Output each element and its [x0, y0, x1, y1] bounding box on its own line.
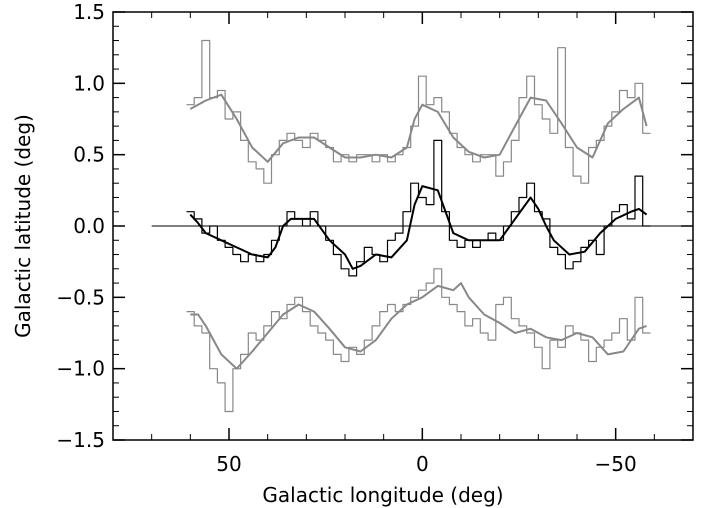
series-3-smooth-line — [189, 185, 648, 270]
series-4-histogram-line — [186, 268, 651, 413]
y-tick-label: 0.0 — [73, 214, 105, 238]
x-tick-label: −50 — [595, 452, 637, 476]
plot-area — [151, 39, 693, 413]
y-tick-label: 1.5 — [73, 0, 105, 24]
x-tick-label: 50 — [216, 452, 241, 476]
series-0-histogram-line — [186, 39, 651, 184]
y-tick-label: 0.5 — [73, 143, 105, 167]
y-tick-label: −1.5 — [56, 428, 105, 452]
y-tick-label: 1.0 — [73, 71, 105, 95]
y-tick-label: −0.5 — [56, 285, 105, 309]
x-axis-label: Galactic longitude (deg) — [262, 483, 503, 507]
series-1-smooth-line — [189, 93, 648, 163]
x-tick-label: 0 — [416, 452, 429, 476]
y-tick-label: −1.0 — [56, 357, 105, 381]
x-axis: 50 0 −50 — [151, 12, 655, 476]
y-axis: 1.5 1.0 0.5 0.0 −0.5 −1.0 −1.5 — [56, 0, 693, 452]
series-5-smooth-line — [190, 282, 647, 370]
y-axis-label: Galactic latitude (deg) — [11, 114, 35, 338]
